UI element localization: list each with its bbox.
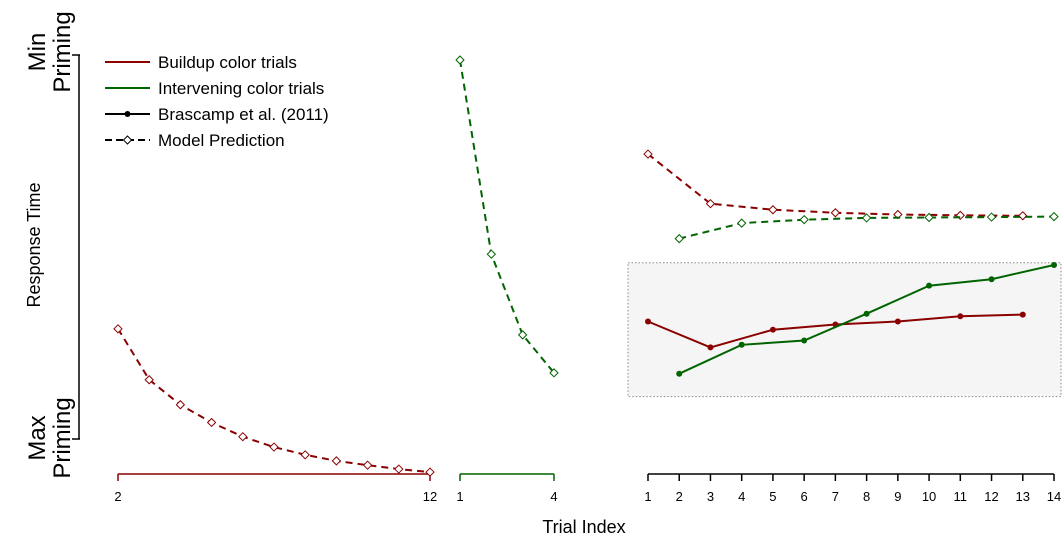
model-line xyxy=(647,153,1023,217)
series-layer xyxy=(113,55,1059,477)
buildup-panel-tick-label: 2 xyxy=(114,489,121,504)
legend-label: Intervening color trials xyxy=(158,79,324,98)
legend-label: Brascamp et al. (2011) xyxy=(158,105,329,124)
model-point xyxy=(768,205,778,215)
legend: Buildup color trials Intervening color tr… xyxy=(105,53,329,150)
model-point xyxy=(799,214,809,225)
brascamp-panel-tick-label: 5 xyxy=(769,489,776,504)
y-bottom-label-line1: Max xyxy=(24,415,51,460)
model-point xyxy=(674,233,684,244)
data-point xyxy=(988,276,995,283)
brascamp-panel-tick-label: 4 xyxy=(738,489,745,504)
brascamp-panel-tick-label: 14 xyxy=(1047,489,1061,504)
brascamp-panel-tick-label: 3 xyxy=(707,489,714,504)
legend-entry: Intervening color trials xyxy=(105,79,324,98)
model-point xyxy=(1049,211,1059,222)
brascamp-panel-tick-label: 13 xyxy=(1016,489,1030,504)
model-point xyxy=(425,467,435,477)
brascamp-panel-model-series-1 xyxy=(674,211,1059,244)
model-point xyxy=(1018,211,1028,221)
data-point xyxy=(894,318,901,325)
model-line xyxy=(117,328,431,474)
brascamp-panel-tick-label: 2 xyxy=(676,489,683,504)
brascamp-panel-tick-label: 12 xyxy=(984,489,998,504)
brascamp-panel-tick-label: 1 xyxy=(644,489,651,504)
model-point xyxy=(206,417,217,428)
model-point xyxy=(924,212,934,223)
intervening-panel-tick-label: 4 xyxy=(550,489,557,504)
brascamp-panel-tick-label: 11 xyxy=(954,489,968,504)
data-point xyxy=(769,326,776,333)
y-top-label-line1: Min xyxy=(24,33,51,72)
axis-labels: Response Time Trial Index Min Priming Ma… xyxy=(24,11,626,537)
brascamp-panel-tick-label: 10 xyxy=(922,489,936,504)
model-point xyxy=(517,330,528,340)
axes: 2 12 1 4 1 2 3 4 5 6 7 8 9 10 11 12 13 14 xyxy=(72,54,1061,504)
model-line xyxy=(459,59,555,374)
data-point xyxy=(863,310,870,317)
legend-entry: Brascamp et al. (2011) xyxy=(105,105,329,124)
buildup-panel-tick-label: 12 xyxy=(423,489,437,504)
data-point xyxy=(957,313,964,320)
model-point xyxy=(238,431,248,442)
y-bottom-label-line2: Priming xyxy=(49,397,76,478)
data-point xyxy=(645,318,651,325)
buildup-panel-model-series-0 xyxy=(113,324,435,477)
model-point xyxy=(175,400,186,410)
y-axis-label: Response Time xyxy=(24,182,44,307)
model-point xyxy=(643,149,653,159)
y-top-label-line2: Priming xyxy=(49,11,76,92)
brascamp-panel-tick-label: 9 xyxy=(894,489,901,504)
model-point xyxy=(331,456,342,466)
brascamp-panel-model-series-0 xyxy=(643,149,1028,221)
model-point xyxy=(394,464,404,474)
data-point xyxy=(926,282,933,289)
model-point xyxy=(455,55,465,65)
legend-label: Model Prediction xyxy=(158,131,285,150)
legend-marker xyxy=(122,135,133,145)
legend-entry: Buildup color trials xyxy=(105,53,297,72)
data-point xyxy=(801,337,808,344)
legend-marker xyxy=(124,111,131,117)
model-point xyxy=(269,442,279,452)
brascamp-panel-tick-label: 6 xyxy=(801,489,808,504)
brascamp-panel-data-series-3 xyxy=(676,261,1057,377)
x-axis-label: Trial Index xyxy=(542,517,625,537)
model-point xyxy=(113,324,123,334)
data-point xyxy=(738,341,745,348)
model-point xyxy=(830,208,841,218)
data-point xyxy=(1019,311,1026,318)
data-point xyxy=(676,370,683,377)
data-point xyxy=(707,344,714,351)
data-point xyxy=(1051,261,1057,268)
legend-label: Buildup color trials xyxy=(158,53,297,72)
legend-entry: Model Prediction xyxy=(105,131,285,150)
intervening-panel-model-series-0 xyxy=(455,55,559,378)
model-point xyxy=(705,198,716,209)
brascamp-panel-data-series-2 xyxy=(645,311,1026,351)
brascamp-panel-tick-label: 7 xyxy=(832,489,839,504)
highlight-region xyxy=(627,262,1062,398)
model-point xyxy=(861,213,872,223)
intervening-panel-tick-label: 1 xyxy=(456,489,463,504)
model-point xyxy=(486,249,497,259)
highlight-regions xyxy=(627,262,1062,398)
model-point xyxy=(549,368,559,378)
model-point xyxy=(300,450,310,460)
model-point xyxy=(986,212,997,222)
brascamp-panel-tick-label: 8 xyxy=(863,489,870,504)
model-point xyxy=(362,460,373,470)
model-point xyxy=(144,375,154,385)
model-point xyxy=(736,218,747,228)
